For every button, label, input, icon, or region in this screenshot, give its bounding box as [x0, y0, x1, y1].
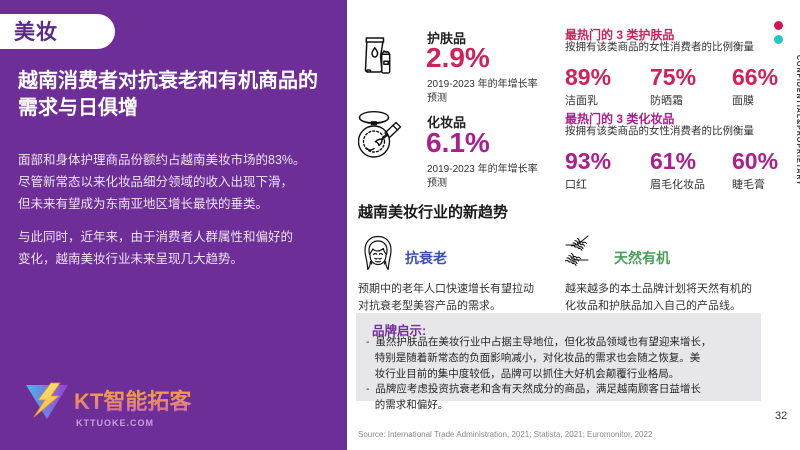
svg-text:KT智能拓客: KT智能拓客	[74, 389, 192, 414]
